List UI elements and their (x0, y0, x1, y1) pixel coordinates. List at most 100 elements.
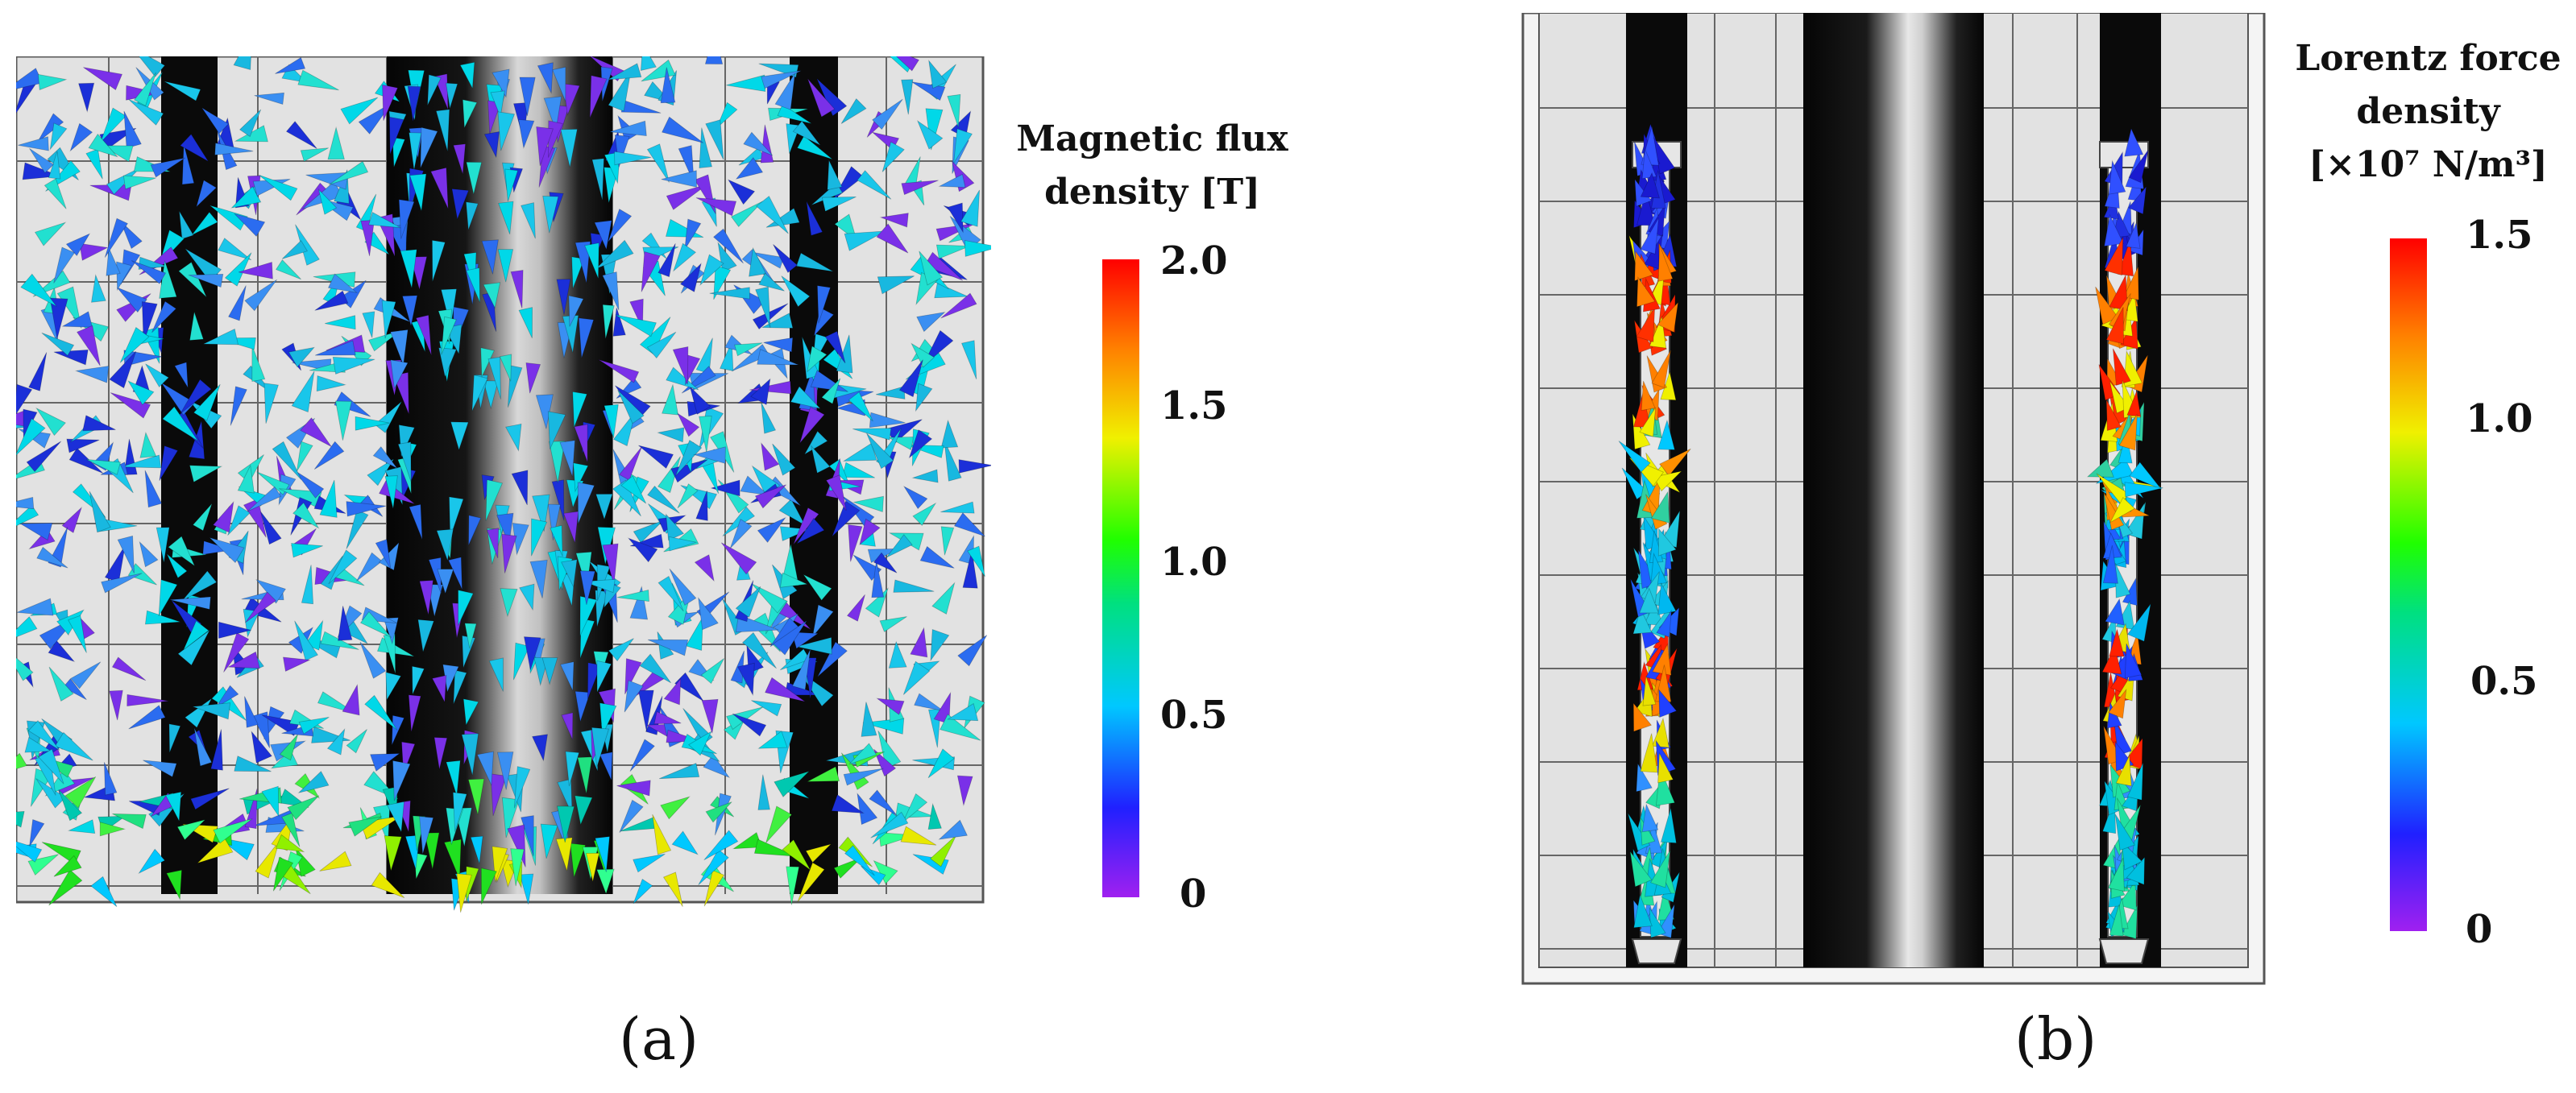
vector-arrow (131, 260, 167, 284)
vector-arrow (189, 465, 223, 483)
vector-arrow (2118, 413, 2138, 451)
vector-arrow (1640, 217, 1659, 255)
vector-arrow (392, 760, 411, 801)
vector-arrow (2126, 390, 2142, 417)
vector-arrow (777, 103, 812, 124)
vector-arrow (657, 243, 676, 278)
vector-arrow (419, 580, 433, 615)
vector-arrow (383, 617, 399, 645)
vector-arrow (579, 595, 598, 636)
vector-arrow (85, 459, 122, 475)
vector-arrow (2115, 754, 2132, 787)
vector-arrow (2108, 688, 2127, 719)
vector-arrow (757, 516, 787, 543)
vector-arrow (548, 441, 566, 483)
vector-arrow (792, 120, 821, 146)
vector-arrow (390, 359, 409, 390)
vector-arrow (559, 440, 575, 477)
vector-arrow (412, 665, 425, 695)
vector-arrow (359, 641, 387, 679)
vector-arrow (16, 810, 25, 828)
vector-arrow (672, 346, 689, 385)
vector-arrow (288, 346, 315, 368)
vector-arrow (663, 677, 682, 706)
vector-arrow (519, 873, 534, 905)
vector-arrow (203, 328, 239, 346)
vector-arrow (492, 68, 510, 98)
vector-arrow (313, 441, 345, 470)
vector-arrow (400, 249, 417, 288)
vector-arrow (374, 401, 402, 433)
vector-arrow (757, 731, 788, 749)
vector-arrow (58, 789, 83, 822)
vector-arrow (1640, 172, 1661, 199)
vector-arrow (1636, 762, 1653, 793)
vector-arrow (927, 748, 955, 779)
vector-arrow (685, 616, 703, 652)
vector-arrow (679, 263, 702, 292)
vector-arrow (735, 157, 764, 180)
vector-arrow (230, 185, 262, 209)
vector-arrow (596, 660, 612, 693)
vector-arrow (1658, 688, 1678, 718)
vector-arrow (427, 74, 442, 106)
vector-arrow (807, 766, 840, 782)
vector-arrow (531, 518, 548, 557)
vector-arrow (2101, 645, 2122, 675)
vector-arrow (940, 292, 977, 319)
vector-arrow (215, 685, 239, 708)
vector-arrow (740, 475, 769, 496)
vector-arrow (916, 311, 946, 333)
vector-arrow (16, 504, 39, 527)
vector-arrow (74, 366, 110, 383)
vector-arrow (463, 698, 479, 727)
vector-arrow (111, 656, 147, 681)
vector-arrow (104, 217, 128, 258)
vector-arrow (471, 375, 488, 412)
vector-arrow (1639, 407, 1656, 437)
vector-arrow (671, 830, 699, 855)
vector-arrow (763, 337, 794, 353)
vector-arrow (575, 690, 591, 722)
vector-arrow (54, 731, 93, 761)
vector-arrow (557, 805, 575, 843)
vector-arrow (701, 698, 719, 734)
vector-arrow (710, 479, 740, 497)
legend-b-tick: 1.0 (2466, 396, 2533, 441)
vector-arrow (591, 158, 604, 201)
vector-arrow (757, 349, 799, 366)
vector-arrow (699, 254, 724, 286)
vector-arrow (565, 751, 580, 787)
vector-arrow (1657, 301, 1679, 333)
vector-arrow (669, 568, 697, 606)
vector-arrow (940, 419, 959, 449)
vector-arrow (832, 500, 861, 537)
vector-arrow (873, 552, 898, 573)
vector-arrow (138, 848, 166, 875)
vector-arrow (694, 554, 715, 582)
vector-arrow (144, 470, 163, 508)
vector-arrow (608, 63, 642, 81)
vector-arrow (729, 518, 753, 549)
vector-arrow (35, 407, 66, 437)
vector-arrow (866, 433, 894, 470)
legend-a-tick: 1.0 (1160, 540, 1228, 585)
vector-arrow (761, 402, 777, 434)
vector-arrow (573, 462, 589, 493)
vector-arrow (372, 446, 398, 469)
vector-arrow (332, 356, 375, 375)
vector-arrow (799, 406, 825, 444)
vector-arrow (577, 756, 593, 794)
vector-arrow (873, 859, 898, 884)
vector-arrow (2108, 858, 2125, 892)
legend-a-tick: 1.5 (1160, 383, 1228, 429)
vector-arrow (1650, 552, 1668, 586)
vector-arrow (712, 228, 744, 264)
vector-arrow (1640, 733, 1658, 773)
vector-arrow (773, 620, 807, 656)
vector-arrow (953, 512, 985, 537)
vector-arrow (568, 295, 584, 327)
vector-arrow (842, 442, 877, 462)
vector-arrow (36, 546, 68, 569)
vector-arrow (294, 620, 318, 661)
